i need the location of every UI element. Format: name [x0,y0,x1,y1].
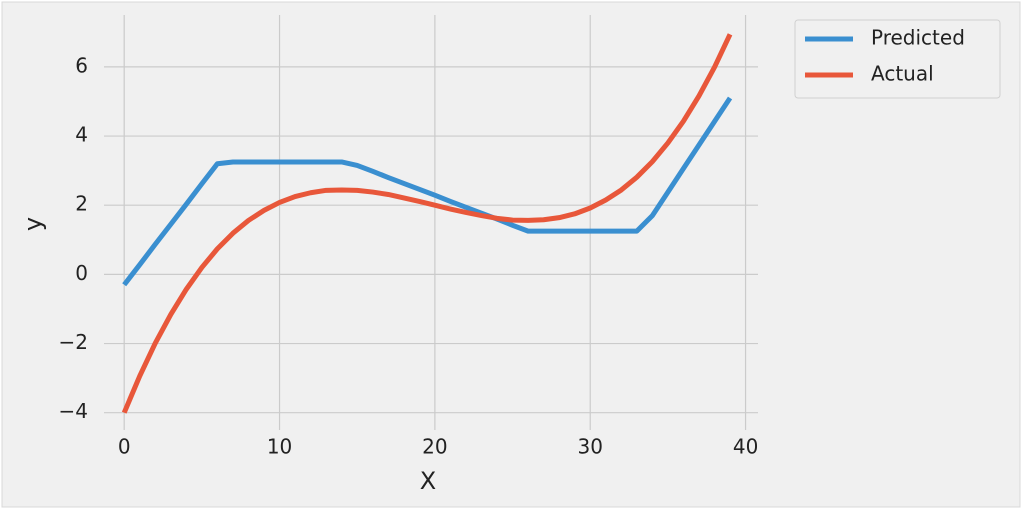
y-tick-label: 4 [75,123,88,147]
y-tick-label: 0 [75,261,88,285]
x-tick-label: 40 [733,435,758,459]
y-tick-label: −2 [59,330,88,354]
x-tick-label: 10 [267,435,292,459]
legend-label: Actual [871,62,934,86]
x-axis-label: X [420,467,436,495]
x-tick-label: 30 [578,435,603,459]
series-line [122,96,733,287]
y-axis-label: y [19,217,47,231]
legend-label: Predicted [871,26,965,50]
y-tick-label: −4 [59,399,88,423]
x-tick-label: 0 [118,435,131,459]
y-tick-label: 2 [75,192,88,216]
y-tick-label: 6 [75,53,88,77]
series-line [121,33,733,414]
x-tick-label: 20 [422,435,447,459]
